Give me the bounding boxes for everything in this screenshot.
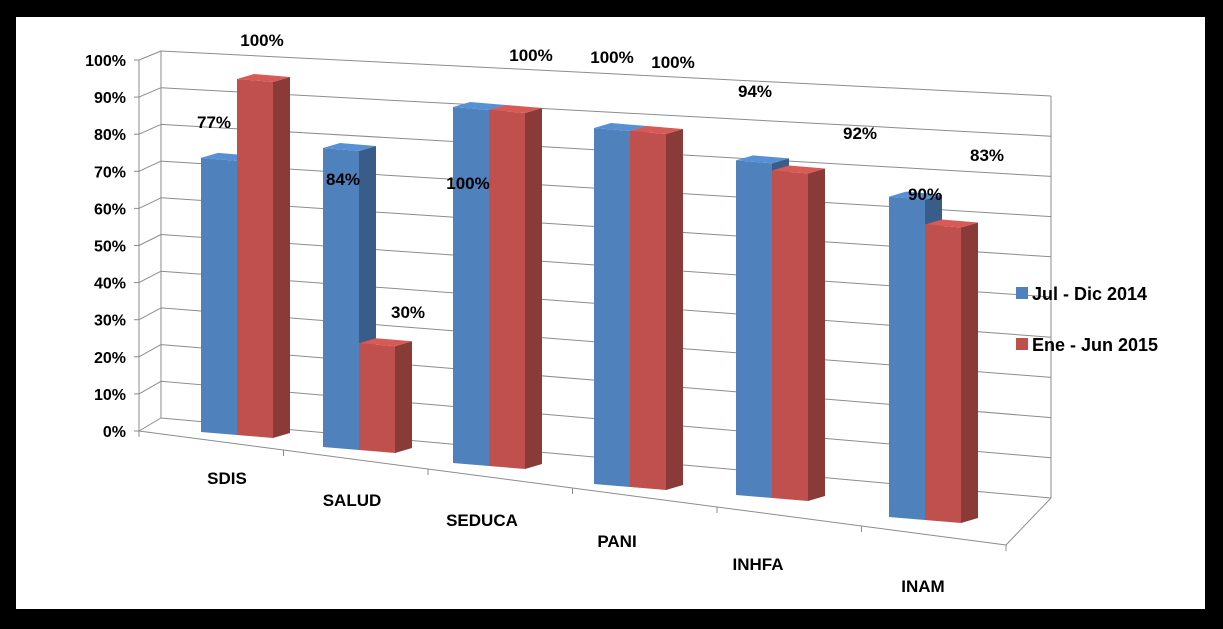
data-label: 30% (391, 303, 425, 322)
y-tick-label: 90% (94, 90, 126, 107)
side-gridline (138, 417, 162, 432)
bar-top (453, 102, 506, 110)
data-labels: 77% 84% 100% 100% 94% 90% 100% 30% 100% 100% 92% 83… (197, 31, 1004, 322)
y-tick-label: 10% (94, 387, 126, 404)
legend-label: Jul - Dic 2014 (1032, 284, 1147, 304)
bar-front (359, 343, 395, 453)
data-label: 77% (197, 113, 231, 132)
bar-1-5 (925, 219, 978, 523)
data-label: 92% (843, 124, 877, 143)
bar-1-2 (489, 105, 542, 469)
y-tick-label: 70% (94, 164, 126, 181)
y-tick-label: 50% (94, 239, 126, 256)
side-gridline (138, 307, 162, 321)
y-tick-label: 0% (103, 424, 126, 441)
legend-swatch (1016, 338, 1028, 350)
category-label: INHFA (733, 555, 784, 574)
chart-area: 0% 10% 20% 30% 40% 50% 60% 70% 80% 90% 100% SDIS SAL… (16, 17, 1205, 609)
bar-front (889, 196, 925, 520)
y-tick-label: 40% (94, 276, 126, 293)
y-tick-label: 80% (94, 127, 126, 144)
bar-side (273, 77, 290, 438)
side-gridline (138, 87, 162, 98)
bar-top (594, 123, 647, 131)
bar-side (808, 168, 825, 502)
bar-side (666, 129, 683, 490)
bar-top (925, 219, 978, 228)
side-gridline (138, 50, 162, 61)
bars (201, 74, 978, 523)
side-gridline (138, 270, 162, 284)
side-gridline (138, 344, 162, 358)
category-label: SALUD (323, 491, 382, 510)
data-label: 90% (908, 185, 942, 204)
floor-right-edge (1005, 497, 1052, 546)
side-gridline (138, 123, 162, 135)
side-gridline (138, 234, 162, 246)
data-label: 84% (326, 170, 360, 189)
bar-side (961, 222, 978, 523)
data-label: 83% (970, 146, 1004, 165)
y-tick-label: 100% (85, 53, 126, 70)
y-tick-label: 60% (94, 201, 126, 218)
bar-front (323, 147, 359, 450)
bar-1-1 (359, 338, 412, 453)
bar-front (237, 79, 273, 438)
y-tick-label: 30% (94, 313, 126, 330)
bar-side (395, 341, 412, 453)
bar-front (630, 131, 666, 490)
bar-top (889, 191, 942, 200)
data-label: 100% (590, 48, 633, 67)
side-gridline (138, 160, 162, 172)
bar-top (772, 165, 825, 174)
category-label: SEDUCA (446, 511, 518, 530)
bar-front (736, 160, 772, 499)
axes: 0% 10% 20% 30% 40% 50% 60% 70% 80% 90% 100% SDIS SAL… (85, 51, 1052, 596)
category-label: INAM (901, 577, 944, 596)
bar-1-0 (237, 74, 290, 438)
bar-front (453, 107, 489, 466)
bar-chart: 0% 10% 20% 30% 40% 50% 60% 70% 80% 90% 100% SDIS SAL… (85, 31, 1158, 596)
legend-label: Ene - Jun 2015 (1032, 335, 1158, 355)
bar-front (201, 157, 237, 435)
category-label: SDIS (207, 469, 247, 488)
data-label: 100% (240, 31, 283, 50)
legend: Jul - Dic 2014 Ene - Jun 2015 (1016, 284, 1158, 355)
bar-top (630, 126, 683, 134)
legend-swatch (1016, 287, 1028, 299)
bar-front (925, 224, 961, 523)
data-label: 100% (509, 46, 552, 65)
bar-front (772, 170, 808, 502)
data-label: 100% (446, 174, 489, 193)
bar-top (323, 142, 376, 151)
back-gridline (160, 87, 1052, 137)
bar-top (237, 74, 290, 82)
bar-front (489, 110, 525, 469)
y-tick-label: 20% (94, 350, 126, 367)
bar-top (489, 105, 542, 113)
data-label: 100% (651, 53, 694, 72)
bar-1-4 (772, 165, 825, 502)
category-label: PANI (597, 532, 636, 551)
side-gridline (138, 380, 162, 395)
side-gridline (138, 197, 162, 209)
bar-1-3 (630, 126, 683, 490)
bar-top (736, 155, 789, 164)
data-label: 94% (738, 82, 772, 101)
bar-top (359, 338, 412, 347)
back-gridline (160, 50, 1052, 97)
bar-front (594, 128, 630, 487)
bar-side (525, 108, 542, 469)
